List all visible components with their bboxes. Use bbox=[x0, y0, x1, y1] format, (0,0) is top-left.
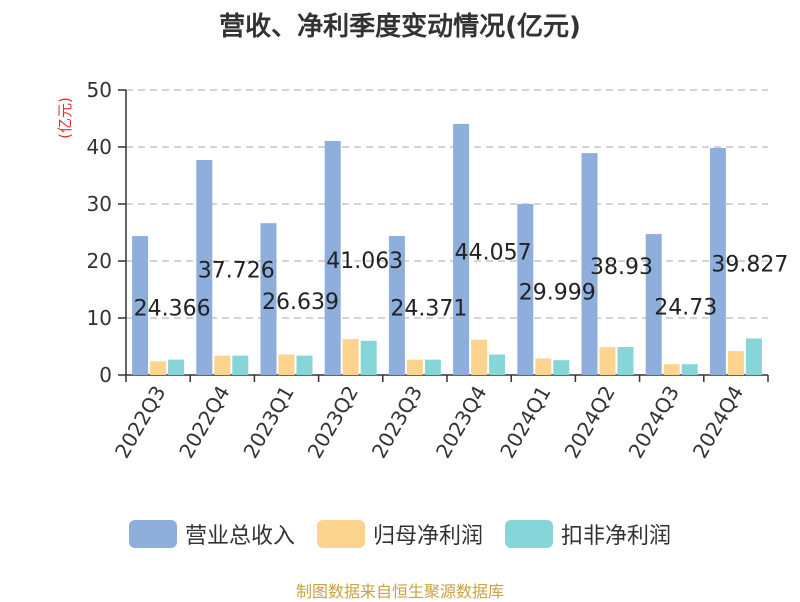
bar-net-profit bbox=[599, 347, 616, 375]
data-label: 24.73 bbox=[654, 296, 717, 321]
legend-swatch bbox=[316, 520, 365, 548]
data-label: 24.366 bbox=[134, 297, 211, 322]
x-tick-label: 2024Q3 bbox=[624, 382, 684, 463]
data-label: 38.93 bbox=[590, 255, 653, 280]
data-label: 37.726 bbox=[198, 258, 275, 283]
y-tick-label: 0 bbox=[99, 363, 112, 387]
bar-net-profit bbox=[406, 359, 423, 375]
bar-revenue bbox=[132, 236, 149, 375]
y-tick-label: 20 bbox=[87, 249, 112, 273]
bar-net-profit bbox=[471, 339, 488, 375]
legend-label: 营业总收入 bbox=[184, 524, 295, 549]
bar-revenue bbox=[388, 236, 405, 375]
bar-revenue bbox=[324, 140, 341, 375]
bar-deducted-net-profit bbox=[681, 364, 698, 375]
data-label: 39.827 bbox=[711, 252, 788, 277]
bar-net-profit bbox=[214, 355, 231, 375]
bar-revenue bbox=[645, 234, 662, 375]
legend-item[interactable]: 归母净利润 bbox=[316, 518, 483, 550]
bar-deducted-net-profit bbox=[232, 355, 249, 375]
y-tick-label: 50 bbox=[87, 78, 112, 102]
bar-revenue bbox=[196, 159, 213, 375]
bar-revenue bbox=[709, 147, 726, 375]
y-tick-label: 30 bbox=[87, 192, 112, 216]
y-tick-label: 40 bbox=[87, 135, 112, 159]
bar-deducted-net-profit bbox=[553, 360, 570, 375]
bar-deducted-net-profit bbox=[168, 359, 185, 375]
bar-net-profit bbox=[727, 351, 744, 375]
bar-revenue bbox=[260, 223, 277, 375]
bar-revenue bbox=[453, 123, 470, 376]
chart-legend: 营业总收入 归母净利润 扣非净利润 bbox=[0, 518, 800, 550]
x-tick-label: 2023Q4 bbox=[431, 381, 491, 462]
bar-deducted-net-profit bbox=[360, 340, 377, 375]
bar-deducted-net-profit bbox=[617, 347, 634, 375]
x-tick-label: 2024Q1 bbox=[495, 382, 555, 463]
x-tick-label: 2022Q3 bbox=[110, 382, 170, 463]
legend-item[interactable]: 营业总收入 bbox=[128, 518, 295, 550]
legend-swatch bbox=[128, 520, 177, 548]
x-tick-label: 2024Q4 bbox=[688, 382, 748, 463]
legend-label: 扣非净利润 bbox=[561, 524, 672, 549]
y-axis-label: (亿元) bbox=[56, 97, 74, 139]
bar-net-profit bbox=[535, 358, 552, 375]
bar-deducted-net-profit bbox=[424, 359, 441, 375]
x-tick-label: 2023Q3 bbox=[367, 382, 427, 463]
legend-swatch bbox=[505, 520, 553, 548]
bar-revenue bbox=[581, 153, 598, 375]
legend-item[interactable]: 扣非净利润 bbox=[505, 518, 671, 550]
data-label: 41.063 bbox=[326, 249, 403, 274]
bar-net-profit bbox=[150, 361, 167, 375]
data-label: 26.639 bbox=[262, 290, 339, 315]
chart-title: 营收、净利季度变动情况(亿元) bbox=[219, 12, 581, 42]
x-tick-label: 2024Q2 bbox=[559, 382, 619, 463]
bar-net-profit bbox=[342, 339, 359, 375]
bar-deducted-net-profit bbox=[489, 354, 506, 375]
bar-deducted-net-profit bbox=[296, 355, 313, 375]
bar-deducted-net-profit bbox=[745, 338, 762, 375]
y-tick-label: 10 bbox=[87, 306, 112, 330]
source-note: 制图数据来自恒生聚源数据库 bbox=[295, 582, 504, 601]
data-label: 24.371 bbox=[390, 297, 467, 322]
x-tick-label: 2022Q4 bbox=[174, 382, 234, 463]
bar-revenue bbox=[517, 204, 534, 375]
bar-net-profit bbox=[663, 364, 680, 375]
x-tick-label: 2023Q2 bbox=[303, 382, 363, 463]
legend-label: 归母净利润 bbox=[372, 524, 483, 549]
bar-net-profit bbox=[278, 354, 295, 375]
data-label: 29.999 bbox=[519, 281, 596, 306]
x-tick-label: 2023Q1 bbox=[238, 382, 298, 463]
data-label: 44.057 bbox=[455, 240, 532, 265]
